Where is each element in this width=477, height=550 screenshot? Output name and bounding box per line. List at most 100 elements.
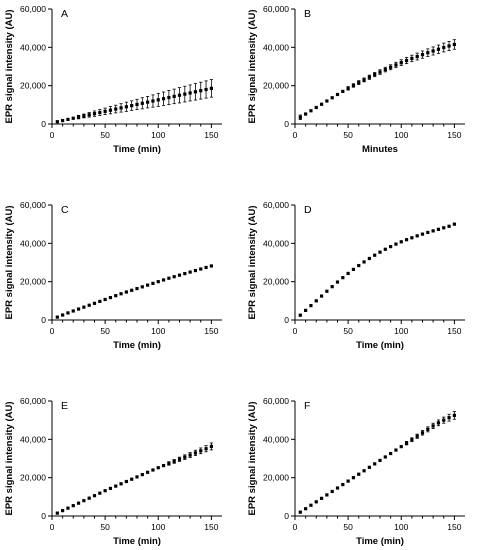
data-point (98, 491, 102, 495)
x-tick-label: 0 (50, 130, 55, 140)
x-axis-title: Minutes (362, 144, 398, 155)
data-point (383, 247, 387, 251)
data-point (447, 224, 451, 228)
y-tick-label: 40,000 (20, 238, 46, 248)
data-point (98, 299, 102, 304)
data-point (298, 510, 302, 514)
data-point (309, 109, 313, 113)
data-point (114, 294, 118, 298)
data-point (151, 99, 155, 103)
data-point (357, 81, 361, 85)
x-tick-label: 0 (293, 130, 298, 140)
y-tick-label: 40,000 (263, 42, 289, 52)
data-point (87, 113, 91, 117)
data-point (66, 506, 70, 510)
y-tick-label: 20,000 (263, 277, 289, 287)
data-point (204, 265, 208, 270)
data-point (426, 51, 430, 55)
data-point (119, 106, 123, 110)
data-point (188, 453, 192, 457)
data-point (298, 115, 302, 119)
data-point (389, 451, 393, 456)
panel-label: D (304, 204, 312, 216)
y-tick-label: 40,000 (20, 42, 46, 52)
x-tick-label: 50 (343, 522, 353, 532)
data-point (442, 45, 446, 50)
y-tick-label: 0 (41, 119, 46, 129)
x-tick-label: 0 (293, 326, 298, 336)
data-point (183, 92, 187, 96)
data-point (325, 493, 329, 497)
x-axis-title: Time (min) (113, 144, 161, 155)
data-point (378, 458, 382, 463)
panel-c: 0 20,000 40,000 60,000 0 50 100 150 Time (min) EP… (4, 200, 222, 351)
panel-label: F (304, 400, 310, 412)
data-point (298, 313, 302, 317)
data-point (404, 58, 409, 63)
y-axis-title: EPR signal intensity (AU) (247, 9, 258, 123)
data-point (183, 272, 187, 276)
x-tick-label: 50 (100, 522, 110, 532)
data-point (108, 486, 113, 490)
data-point (341, 276, 345, 280)
data-point (146, 470, 150, 474)
y-tick-label: 40,000 (20, 434, 46, 444)
data-point (325, 289, 329, 293)
data-point (199, 267, 203, 271)
data-point (92, 301, 97, 305)
data-point (161, 278, 166, 282)
data-point (426, 427, 430, 431)
y-axis-title: EPR signal intensity (AU) (4, 205, 15, 319)
x-tick-label: 50 (100, 130, 110, 140)
data-point (156, 466, 160, 470)
y-tick-label: 60,000 (263, 4, 289, 14)
data-point (314, 105, 318, 110)
data-point (442, 418, 446, 422)
x-tick-label: 50 (343, 130, 353, 140)
x-axis-title: Time (min) (113, 536, 161, 547)
data-point (346, 479, 350, 483)
panel-label: B (304, 8, 311, 20)
data-point (124, 105, 128, 109)
x-tick-label: 150 (447, 522, 461, 532)
data-point (209, 86, 213, 90)
data-point (161, 463, 166, 468)
data-point (399, 61, 403, 65)
y-tick-label: 0 (284, 119, 289, 129)
data-point (341, 482, 345, 487)
data-point (304, 112, 308, 116)
data-point (177, 273, 182, 277)
data-point (319, 496, 324, 500)
data-point (335, 280, 340, 284)
y-tick-label: 40,000 (263, 434, 289, 444)
data-point (330, 489, 334, 494)
y-tick-label: 40,000 (263, 238, 289, 248)
data-point (188, 270, 192, 274)
data-point (167, 276, 171, 280)
data-point (452, 222, 456, 226)
data-point (103, 489, 107, 493)
data-point (108, 108, 113, 112)
x-tick-label: 0 (50, 326, 55, 336)
data-point (98, 110, 102, 115)
x-tick-label: 50 (100, 326, 110, 336)
x-tick-label: 0 (50, 522, 55, 532)
data-point (383, 455, 387, 459)
data-point (373, 253, 377, 257)
y-axis-title: EPR signal intensity (AU) (4, 9, 15, 123)
x-tick-label: 50 (343, 326, 353, 336)
x-axis-title: Time (min) (113, 340, 161, 351)
data-point (76, 307, 81, 311)
data-point (146, 283, 150, 287)
x-tick-label: 150 (447, 326, 461, 336)
data-point (335, 486, 340, 490)
data-point (82, 305, 86, 309)
data-point (362, 260, 366, 264)
data-point (431, 49, 435, 53)
data-point (367, 465, 371, 469)
data-point (82, 499, 86, 503)
x-axis-title: Time (min) (356, 536, 404, 547)
data-point (309, 304, 313, 308)
y-tick-label: 20,000 (20, 277, 46, 287)
